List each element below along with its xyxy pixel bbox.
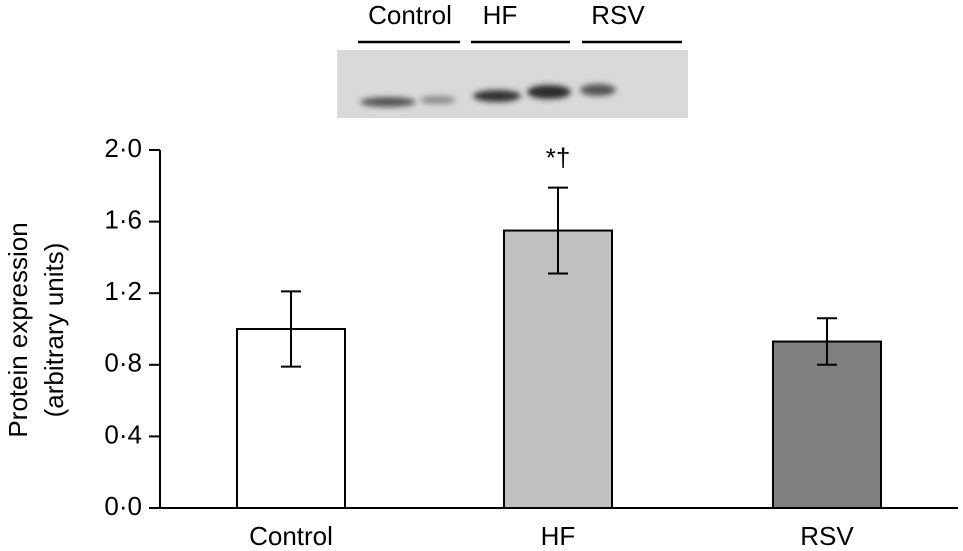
blot-band xyxy=(473,90,521,102)
blot-band xyxy=(527,85,571,99)
x-tick-label: Control xyxy=(249,521,333,551)
lane-label: Control xyxy=(368,0,452,30)
blot-bands xyxy=(360,84,616,107)
blot-band xyxy=(420,96,456,104)
y-axis-label: Protein expression xyxy=(3,222,33,437)
y-tick-label: 1·2 xyxy=(104,276,142,306)
annotation: *† xyxy=(546,142,571,172)
y-tick-label: 2·0 xyxy=(104,133,142,163)
x-tick-label: HF xyxy=(541,521,576,551)
blot-band xyxy=(360,97,416,107)
lane-label: RSV xyxy=(591,0,645,30)
blot-band xyxy=(580,84,616,96)
y-tick-label: 0·8 xyxy=(104,348,142,378)
y-axis-label: (arbitrary units) xyxy=(39,243,69,418)
blot-background xyxy=(337,50,688,118)
x-tick-label: RSV xyxy=(800,521,854,551)
y-tick-label: 0·0 xyxy=(104,491,142,521)
y-tick-label: 0·4 xyxy=(104,419,142,449)
bar xyxy=(772,340,882,509)
lane-label: HF xyxy=(483,0,518,30)
y-tick-label: 1·6 xyxy=(104,204,142,234)
western-blot: Control HF RSV xyxy=(337,0,688,118)
